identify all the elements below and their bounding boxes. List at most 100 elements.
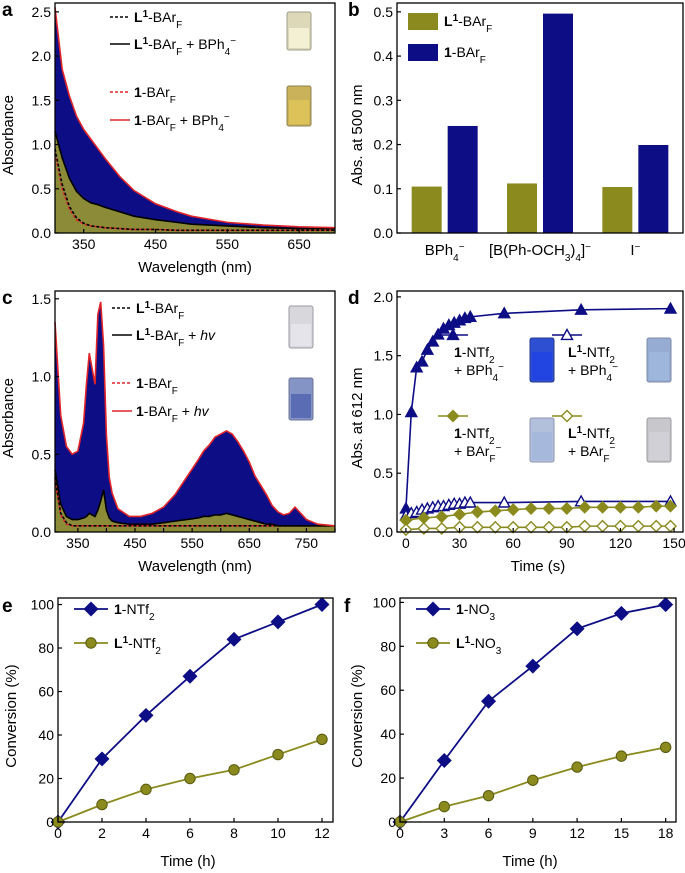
x-tick-label: 350 — [72, 236, 96, 252]
data-point — [425, 601, 441, 617]
data-point — [596, 500, 610, 514]
y-tick-label: 0.5 — [32, 181, 52, 197]
data-point — [83, 601, 99, 617]
series-line — [54, 469, 335, 527]
data-point — [446, 409, 460, 423]
series-line — [54, 7, 336, 229]
legend-label: + BArF− — [568, 443, 616, 465]
y-tick-label: 0.0 — [32, 225, 52, 241]
vial-icon — [529, 337, 555, 383]
y-tick-label: 0.0 — [32, 524, 52, 540]
panel-a-ylabel: Absorbance — [0, 95, 17, 175]
data-point — [525, 658, 541, 674]
data-point — [463, 309, 477, 322]
panel-b: b Abs. at 500 nm BPh4− [B(Ph-OCH3)4]− I− 0.… — [348, 0, 684, 264]
data-point — [571, 761, 583, 773]
y-tick-label: 40 — [380, 726, 396, 742]
bar — [411, 186, 442, 233]
data-point — [470, 520, 484, 534]
legend-label: 1-NTf2 — [454, 425, 495, 447]
data-point — [436, 753, 452, 768]
data-point — [470, 505, 484, 519]
data-point — [649, 499, 663, 513]
data-point — [182, 668, 198, 684]
data-point — [497, 495, 511, 508]
panel-label-e: e — [2, 596, 13, 617]
panel-c: c Absorbance Wavelength (nm) 0.0 0.5 1.0 1.… — [0, 288, 336, 575]
data-point — [613, 500, 627, 514]
data-point — [463, 495, 477, 508]
y-tick-label: 1.5 — [32, 92, 52, 108]
legend-label: 1-BArF — [444, 44, 486, 66]
x-tick-label: 8 — [230, 825, 238, 841]
x-tick-label: 6 — [186, 825, 194, 841]
x-tick-label: 3 — [440, 825, 448, 841]
panel-label-d: d — [348, 288, 360, 309]
vial-icon — [288, 377, 314, 421]
x-tick-label: 550 — [216, 236, 240, 252]
plot-frame — [399, 597, 677, 823]
data-point — [226, 631, 242, 647]
panel-label-a: a — [2, 0, 13, 21]
x-tick-label: 6 — [485, 825, 493, 841]
series-line — [54, 131, 335, 230]
legend-label: + BArF− — [454, 443, 502, 465]
vial-icon — [286, 85, 312, 127]
x-tick-label: 0 — [402, 535, 410, 551]
data-point — [453, 507, 467, 521]
data-point — [272, 748, 284, 761]
data-point — [316, 733, 328, 746]
y-tick-label: 40 — [38, 727, 54, 743]
y-tick-label: 0.3 — [374, 92, 394, 108]
plot-frame — [396, 2, 684, 234]
bar — [507, 183, 537, 233]
data-point — [596, 519, 610, 533]
legend-label: 1-BArF — [136, 375, 178, 397]
y-tick-label: 0 — [46, 814, 54, 830]
data-point — [404, 405, 418, 418]
data-point — [560, 501, 574, 515]
data-point — [415, 354, 429, 367]
panel-e-plot: 0 20 40 60 80 100 0 2 4 6 8 10 12 1-NTf2 L1-NTf2 — [31, 597, 334, 841]
series-line — [405, 525, 671, 531]
series-line — [399, 603, 666, 823]
panel-f-plot: 0 20 40 60 80 100 0 3 6 9 12 15 18 1-NO3 L1-NO3 — [373, 594, 677, 841]
y-tick-label: 60 — [380, 682, 396, 698]
data-point — [314, 597, 330, 613]
y-tick-label: 20 — [38, 771, 54, 787]
plot-frame — [54, 2, 336, 234]
data-point — [96, 798, 108, 811]
series-line — [57, 603, 323, 823]
panel-e: e Conversion (%) Time (h) 0 20 40 60 80 100 0 2… — [2, 596, 334, 870]
x-category-label: BPh4− — [425, 242, 465, 264]
x-tick-label: 12 — [314, 825, 330, 841]
plot-frame — [54, 290, 336, 533]
data-point — [140, 783, 152, 796]
data-point — [659, 741, 672, 754]
data-point — [453, 520, 467, 534]
legend-label: + BPh4− — [454, 362, 504, 384]
x-tick-label: 9 — [529, 825, 537, 841]
data-point — [497, 306, 511, 319]
legend-label: 1-BArF + hv — [136, 403, 210, 425]
panel-d: d Abs. at 612 nm Time (s) 0.0 0.5 1.0 1.5 2.… — [348, 288, 685, 575]
legend-label: L1-NTf2 — [568, 425, 615, 447]
y-tick-label: 80 — [38, 640, 54, 656]
data-point — [542, 501, 556, 515]
x-tick-label: 750 — [295, 535, 319, 551]
x-tick-label: 0 — [396, 825, 404, 841]
data-point — [527, 774, 539, 786]
x-tick-label: 2 — [98, 825, 106, 841]
data-point — [663, 301, 678, 314]
y-tick-label: 0.2 — [374, 137, 394, 153]
data-point — [506, 520, 520, 534]
data-point — [446, 328, 460, 341]
x-tick-label: 10 — [270, 825, 286, 841]
y-tick-label: 0.0 — [374, 524, 394, 540]
y-tick-label: 1.5 — [32, 291, 52, 307]
y-tick-label: 0.5 — [32, 446, 52, 462]
legend-label: 1-NTf2 — [114, 601, 155, 623]
data-point — [85, 637, 97, 649]
x-tick-label: 120 — [609, 535, 633, 551]
series-line — [54, 153, 335, 232]
